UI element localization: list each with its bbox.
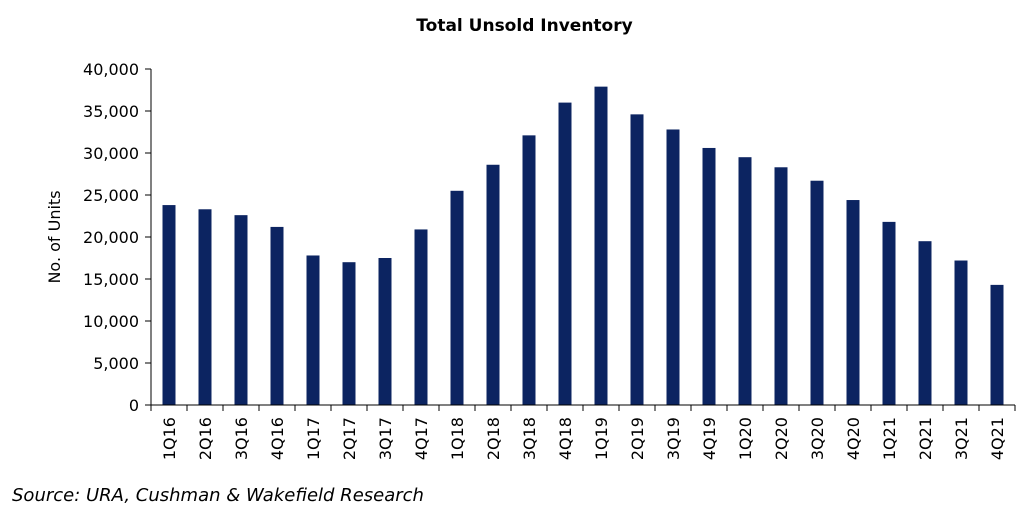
bar-1Q18 (450, 190, 464, 405)
bar-3Q18 (522, 135, 536, 406)
bar-4Q20 (846, 200, 860, 405)
bar-4Q17 (414, 229, 428, 405)
y-axis-title: No. of Units (45, 190, 64, 283)
x-tick-label: 2Q19 (628, 417, 647, 460)
x-tick-label: 1Q19 (592, 417, 611, 460)
y-tick-label: 0 (129, 396, 139, 415)
x-tick-label: 3Q18 (520, 417, 539, 460)
x-tick-label: 1Q17 (304, 417, 323, 460)
x-tick-label: 1Q16 (160, 417, 179, 460)
x-tick-label: 2Q21 (916, 417, 935, 460)
x-tick-label: 4Q16 (268, 417, 287, 460)
y-tick-label: 40,000 (83, 60, 139, 79)
x-tick-label: 2Q17 (340, 417, 359, 460)
x-tick-label: 4Q18 (556, 417, 575, 460)
bar-2Q21 (918, 241, 932, 405)
bar-4Q16 (270, 226, 284, 405)
x-tick-label: 3Q17 (376, 417, 395, 460)
bar-3Q20 (810, 180, 824, 405)
bar-2Q19 (630, 114, 644, 406)
bar-1Q21 (882, 221, 896, 405)
bar-3Q17 (378, 258, 392, 405)
bar-2Q17 (342, 262, 356, 405)
x-tick-label: 2Q18 (484, 417, 503, 460)
chart-title: Total Unsold Inventory (416, 16, 633, 36)
x-tick-label: 1Q20 (736, 417, 755, 460)
x-tick-label: 4Q17 (412, 417, 431, 460)
bar-1Q17 (306, 255, 320, 405)
bars (162, 86, 1004, 406)
bar-2Q16 (198, 209, 212, 405)
y-tick-label: 35,000 (83, 102, 139, 121)
x-tick-label: 3Q21 (952, 417, 971, 460)
y-axis-ticks: 0 5,000 10,000 15,000 20,000 25,000 30,000 35,0… (83, 60, 151, 415)
y-tick-label: 15,000 (83, 270, 139, 289)
x-tick-label: 3Q16 (232, 417, 251, 460)
y-tick-label: 5,000 (93, 354, 139, 373)
x-tick-label: 3Q19 (664, 417, 683, 460)
x-tick-label: 2Q20 (772, 417, 791, 460)
bar-1Q19 (594, 86, 608, 405)
bar-4Q21 (990, 284, 1004, 405)
x-tick-label: 4Q19 (700, 417, 719, 460)
bar-chart: No. of Units 0 5,000 10,000 15,000 20,000 25,… (45, 60, 1016, 460)
source-note: Source: URA, Cushman & Wakefield Researc… (12, 485, 424, 506)
bar-4Q18 (558, 102, 572, 405)
bar-2Q20 (774, 167, 788, 405)
bar-3Q19 (666, 129, 680, 406)
bar-3Q16 (234, 215, 248, 405)
bar-1Q16 (162, 205, 176, 405)
x-tick-label: 4Q21 (988, 417, 1007, 460)
y-tick-label: 10,000 (83, 312, 139, 331)
bar-2Q18 (486, 164, 500, 405)
y-tick-label: 20,000 (83, 228, 139, 247)
bar-4Q19 (702, 147, 716, 405)
x-tick-label: 1Q21 (880, 417, 899, 460)
y-tick-label: 25,000 (83, 186, 139, 205)
x-tick-label: 3Q20 (808, 417, 827, 460)
y-axis-title-group: No. of Units (45, 190, 64, 283)
x-tick-label: 4Q20 (844, 417, 863, 460)
bar-1Q20 (738, 157, 752, 405)
x-axis-ticks: 1Q16 2Q16 3Q16 4Q16 1Q17 2Q17 3Q17 4Q17 1Q18 2Q18… (150, 405, 1016, 460)
bar-3Q21 (954, 260, 968, 405)
x-tick-label: 2Q16 (196, 417, 215, 460)
x-tick-label: 1Q18 (448, 417, 467, 460)
y-tick-label: 30,000 (83, 144, 139, 163)
